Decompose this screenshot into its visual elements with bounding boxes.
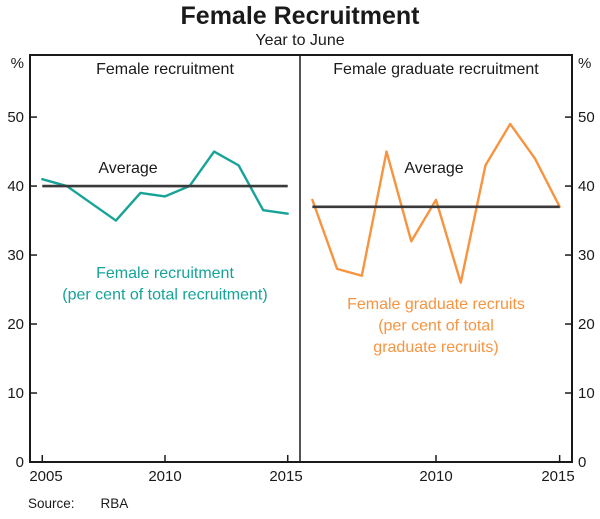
y-axis-label-right: 10 (578, 385, 595, 402)
chart-subtitle: Year to June (255, 32, 345, 49)
series-annotation-line: (per cent of total (378, 318, 494, 335)
y-axis-label-right: 20 (578, 316, 595, 333)
x-axis-label: 2015 (269, 468, 302, 485)
x-axis-label: 2010 (419, 468, 452, 485)
y-axis-label-right: 50 (578, 109, 595, 126)
y-axis-unit-right: % (578, 55, 591, 72)
y-axis-label-left: 20 (7, 316, 24, 333)
series-annotation-line: graduate recruits) (373, 339, 498, 356)
series-line (311, 122, 561, 284)
y-axis-label-right: 40 (578, 178, 595, 195)
y-axis-label-left: 10 (7, 385, 24, 402)
y-axis-label-left: 40 (7, 178, 24, 195)
y-axis-unit-left: % (11, 55, 24, 72)
y-axis-label-left: 0 (16, 454, 24, 471)
chart-frame (29, 54, 573, 463)
average-label: Average (404, 160, 463, 177)
x-axis-label: 2015 (541, 468, 574, 485)
series-annotation-line: Female recruitment (96, 265, 234, 282)
source-value: RBA (100, 496, 129, 511)
y-axis-label-left: 30 (7, 247, 24, 264)
chart-title: Female Recruitment (180, 2, 420, 30)
source-label: Source: (28, 496, 75, 511)
y-axis-label-left: 50 (7, 109, 24, 126)
panel-title: Female graduate recruitment (333, 61, 539, 78)
series-annotation-line: Female graduate recruits (347, 296, 525, 313)
x-axis-label: 2005 (29, 468, 62, 485)
y-axis-label-right: 0 (578, 454, 586, 471)
x-axis-label: 2010 (148, 468, 181, 485)
y-axis-label-right: 30 (578, 247, 595, 264)
source-note: Source: RBA (28, 496, 128, 511)
series-line (41, 150, 289, 222)
panel-title: Female recruitment (96, 61, 234, 78)
series-annotation-line: (per cent of total recruitment) (62, 287, 267, 304)
average-label: Average (98, 160, 157, 177)
